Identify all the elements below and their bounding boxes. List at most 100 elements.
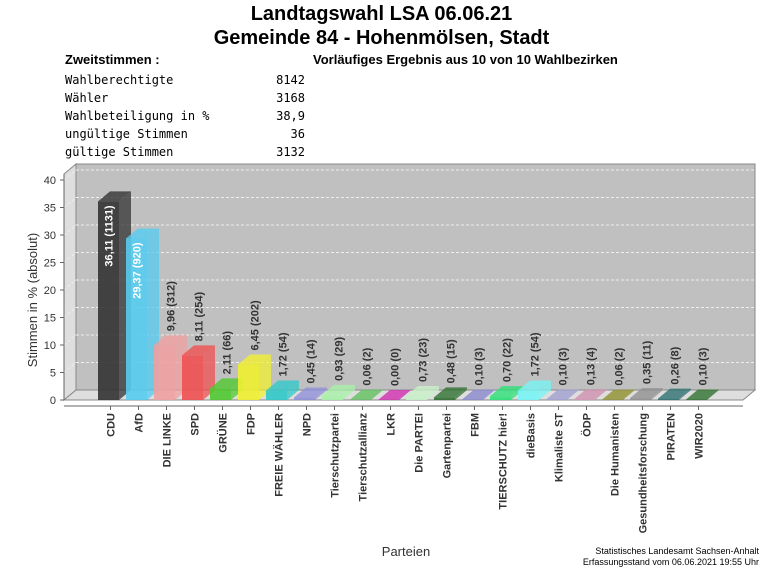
data-label: 0,35 (11): [641, 340, 653, 384]
bar-top: [574, 389, 607, 400]
x-tick-label: FDP: [245, 413, 257, 435]
bar-top: [238, 354, 271, 365]
x-tick-label: TIERSCHUTZ hier!: [497, 413, 509, 510]
bar-top: [406, 385, 439, 396]
x-tick-label: Klimaliste ST: [553, 413, 565, 482]
bar-top: [294, 387, 327, 398]
x-tick-label: GRÜNE: [216, 413, 229, 453]
stat-label: Wahlbeteiligung in %: [65, 109, 210, 123]
bar-side: [287, 380, 299, 400]
bar-freie-wähler: [266, 380, 299, 400]
stat-row: Wahlbeteiligung in % 38,9: [65, 109, 305, 123]
bar-top: [434, 387, 467, 398]
y-tick-label: 25: [44, 258, 56, 270]
gridline: [63, 252, 77, 263]
data-label: 0,10 (3): [557, 347, 569, 385]
x-tick-label: Die Humanisten: [609, 413, 621, 496]
bar-top: [518, 380, 551, 391]
data-label: 36,11 (1131): [103, 205, 115, 267]
gridline: [63, 169, 77, 181]
x-tick-label: FBM: [469, 413, 481, 437]
data-label: 1,72 (54): [277, 332, 289, 376]
bar-fdp: [238, 354, 271, 400]
x-tick-label: Die PARTEI: [413, 413, 425, 473]
data-label: 0,26 (8): [669, 346, 681, 384]
y-tick-label: 5: [50, 368, 56, 380]
stat-value: 8142: [276, 73, 305, 87]
data-label: 29,37 (920): [131, 242, 143, 299]
data-label: 6,45 (202): [249, 300, 261, 350]
x-tick-label: AfD: [133, 413, 145, 433]
gridline: [63, 279, 77, 291]
bar-front: [574, 399, 595, 400]
bar-top: [490, 386, 523, 397]
y-tick-label: 35: [44, 203, 56, 215]
bar-npd: [294, 387, 327, 400]
bar-side: [455, 387, 467, 400]
x-tick-label: Gartenpartei: [441, 413, 453, 478]
x-tick-label: Tierschutzallianz: [357, 413, 369, 502]
gridline: [63, 334, 77, 346]
y-tick-label: 20: [44, 285, 56, 297]
data-label: 9,96 (312): [165, 281, 177, 331]
bar-side: [707, 389, 719, 400]
x-tick-label: Gesundheitsforschung: [637, 413, 649, 533]
bar-die-partei: [406, 385, 439, 400]
x-tick-label: LKR: [385, 413, 397, 436]
bar-top: [322, 384, 355, 395]
bar-front: [518, 390, 539, 400]
data-label: 0,00 (0): [389, 348, 401, 386]
data-label: 1,72 (54): [529, 332, 541, 376]
bar-front: [154, 345, 175, 400]
bar-side: [259, 354, 271, 400]
bar-front: [630, 398, 651, 400]
data-label: 0,93 (29): [333, 337, 345, 381]
chart-title: Landtagswahl LSA 06.06.21: [250, 3, 513, 25]
bar-top: [98, 191, 131, 202]
bar-die-humanisten: [602, 389, 635, 400]
footer-timestamp: Erfassungsstand vom 06.06.2021 19:55 Uhr: [582, 557, 759, 567]
x-tick-label: FREIE WÄHLER: [272, 413, 285, 497]
x-tick-label: PIRATEN: [665, 413, 677, 461]
chart-subtitle: Gemeinde 84 - Hohenmölsen, Stadt: [213, 27, 550, 49]
bar-top: [602, 389, 635, 400]
bar-front: [462, 399, 483, 400]
bar-side: [343, 384, 355, 400]
bar-top: [378, 390, 411, 400]
bar-klimaliste-st: [546, 389, 579, 400]
stat-label: gültige Stimmen: [65, 145, 174, 159]
footer-source: Statistisches Landesamt Sachsen-Anhalt: [595, 546, 759, 556]
y-tick-label: 10: [44, 340, 56, 352]
bar-die-linke: [154, 335, 187, 400]
x-tick-label: CDU: [105, 413, 117, 437]
x-axis-label: Parteien: [382, 544, 430, 559]
data-label: 0,06 (2): [361, 347, 373, 385]
bar-lkr: [378, 390, 411, 400]
bar-top: [658, 388, 691, 399]
stat-row: Wähler 3168: [65, 91, 305, 105]
y-tick-label: 0: [50, 395, 56, 407]
bar-diebasis: [518, 380, 551, 400]
bar-piraten: [658, 388, 691, 400]
bar-front: [322, 394, 343, 400]
bar-side: [539, 380, 551, 400]
x-tick-label: ÖDP: [580, 413, 593, 437]
data-label: 0,73 (23): [417, 338, 429, 382]
stat-row: Wahlberechtigte 8142: [65, 73, 305, 87]
stat-row: ungültige Stimmen 36: [65, 127, 305, 141]
bar-top: [462, 389, 495, 400]
bar-front: [686, 399, 707, 400]
data-label: 2,11 (66): [221, 331, 233, 375]
bar-tierschutzallianz: [350, 389, 383, 400]
bar-side: [595, 389, 607, 400]
stat-row: gültige Stimmen 3132: [65, 145, 305, 159]
bar-top: [686, 389, 719, 400]
bar-fbm: [462, 389, 495, 400]
gridline: [63, 224, 77, 236]
gridline: [63, 197, 77, 208]
bar-top: [154, 335, 187, 346]
bar-front: [238, 364, 259, 400]
data-label: 0,48 (15): [445, 339, 457, 383]
bar-front: [98, 201, 119, 400]
